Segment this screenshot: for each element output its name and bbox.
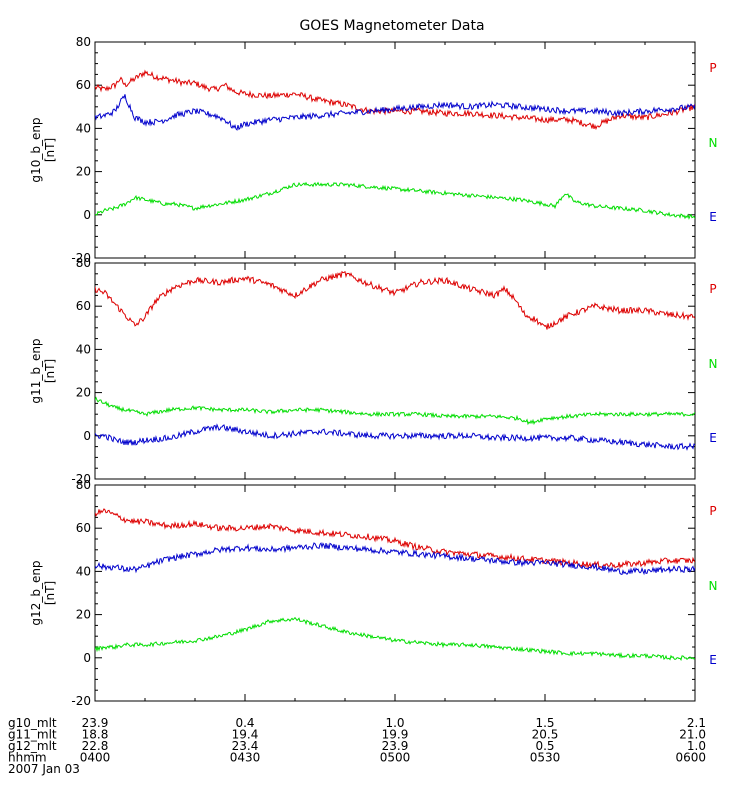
x-tick-label: 20.5 xyxy=(532,728,559,742)
y-axis-units: [nT] xyxy=(43,359,57,383)
x-tick-label: 23.9 xyxy=(82,716,109,730)
legend-entry-E: E xyxy=(709,653,717,667)
legend-entry-P: P xyxy=(709,504,716,518)
legend-entry-P: P xyxy=(709,61,716,75)
y-tick-label: 20 xyxy=(76,386,91,400)
x-axis-layer: g10_mlt 23.9 0.4 1.0 1.5 2.1 g11_mlt 18.8 19.4 19… xyxy=(8,716,706,776)
y-tick-label: 40 xyxy=(76,121,91,135)
x-tick-label: 0430 xyxy=(230,751,261,765)
y-axis-label: g11_b_enp xyxy=(29,338,43,403)
x-tick-label: 0530 xyxy=(530,751,561,765)
x-row-label: g12_mlt xyxy=(8,739,57,753)
series-line-P xyxy=(95,270,695,330)
series-line-N xyxy=(95,181,695,220)
panel-1: -20 0 20 40 60 80 g10_b_enp [nT] P N E xyxy=(29,35,717,265)
legend-entry-P: P xyxy=(709,282,716,296)
x-tick-label: 0500 xyxy=(380,751,411,765)
x-tick-label: 19.9 xyxy=(382,728,409,742)
series-line-P xyxy=(95,69,695,131)
y-tick-label: 0 xyxy=(83,651,91,665)
y-tick-label: -20 xyxy=(71,694,91,708)
y-axis-label: g12_b_enp xyxy=(29,560,43,625)
y-axis-label: g10_b_enp xyxy=(29,117,43,182)
y-tick-label: 0 xyxy=(83,429,91,443)
y-tick-label: 0 xyxy=(83,208,91,222)
legend-entry-N: N xyxy=(709,136,718,150)
legend-entry-E: E xyxy=(709,431,717,445)
series-line-E xyxy=(95,423,695,451)
x-tick-label: 21.0 xyxy=(679,728,706,742)
x-tick-label: 1.0 xyxy=(385,716,404,730)
panel-2: -20 0 20 40 60 80 g11_b_enp [nT] P N E xyxy=(29,256,717,486)
y-tick-label: -20 xyxy=(71,472,91,486)
y-tick-label: 80 xyxy=(76,256,91,270)
x-tick-label: 22.8 xyxy=(82,739,109,753)
x-tick-label: 19.4 xyxy=(232,728,259,742)
y-tick-label: 60 xyxy=(76,78,91,92)
x-tick-label: 0.4 xyxy=(235,716,254,730)
x-tick-label: 1.0 xyxy=(687,739,706,753)
x-tick-label: 18.8 xyxy=(82,728,109,742)
x-row-label: g11_mlt xyxy=(8,728,57,742)
x-tick-label: 0.5 xyxy=(535,739,554,753)
legend-entry-E: E xyxy=(709,210,717,224)
y-tick-label: 80 xyxy=(76,478,91,492)
series-line-E xyxy=(95,542,695,576)
series-line-P xyxy=(95,508,695,570)
y-tick-label: 40 xyxy=(76,564,91,578)
x-row-label: g10_mlt xyxy=(8,716,57,730)
x-tick-label: 0600 xyxy=(675,751,706,765)
x-tick-label: 0400 xyxy=(80,751,111,765)
y-tick-label: 20 xyxy=(76,165,91,179)
y-tick-label: 60 xyxy=(76,299,91,313)
x-tick-label: 23.4 xyxy=(232,739,259,753)
x-tick-label: 23.9 xyxy=(382,739,409,753)
series-line-N xyxy=(95,396,695,426)
y-tick-label: 20 xyxy=(76,608,91,622)
series-line-E xyxy=(95,94,695,131)
y-tick-label: 40 xyxy=(76,342,91,356)
x-tick-label: 1.5 xyxy=(535,716,554,730)
x-row-label: hhmm xyxy=(8,751,47,765)
x-tick-label: 2.1 xyxy=(687,716,706,730)
legend-entry-N: N xyxy=(709,357,718,371)
series-line-N xyxy=(95,616,695,661)
y-tick-label: -20 xyxy=(71,251,91,265)
panel-3: -20 0 20 40 60 80 g12_b_enp [nT] P N E xyxy=(29,478,717,708)
y-axis-units: [nT] xyxy=(43,581,57,605)
date-label: 2007 Jan 03 xyxy=(8,762,80,776)
y-axis-units: [nT] xyxy=(43,138,57,162)
legend-entry-N: N xyxy=(709,579,718,593)
y-tick-label: 80 xyxy=(76,35,91,49)
chart-title: GOES Magnetometer Data xyxy=(299,18,484,34)
y-tick-label: 60 xyxy=(76,521,91,535)
